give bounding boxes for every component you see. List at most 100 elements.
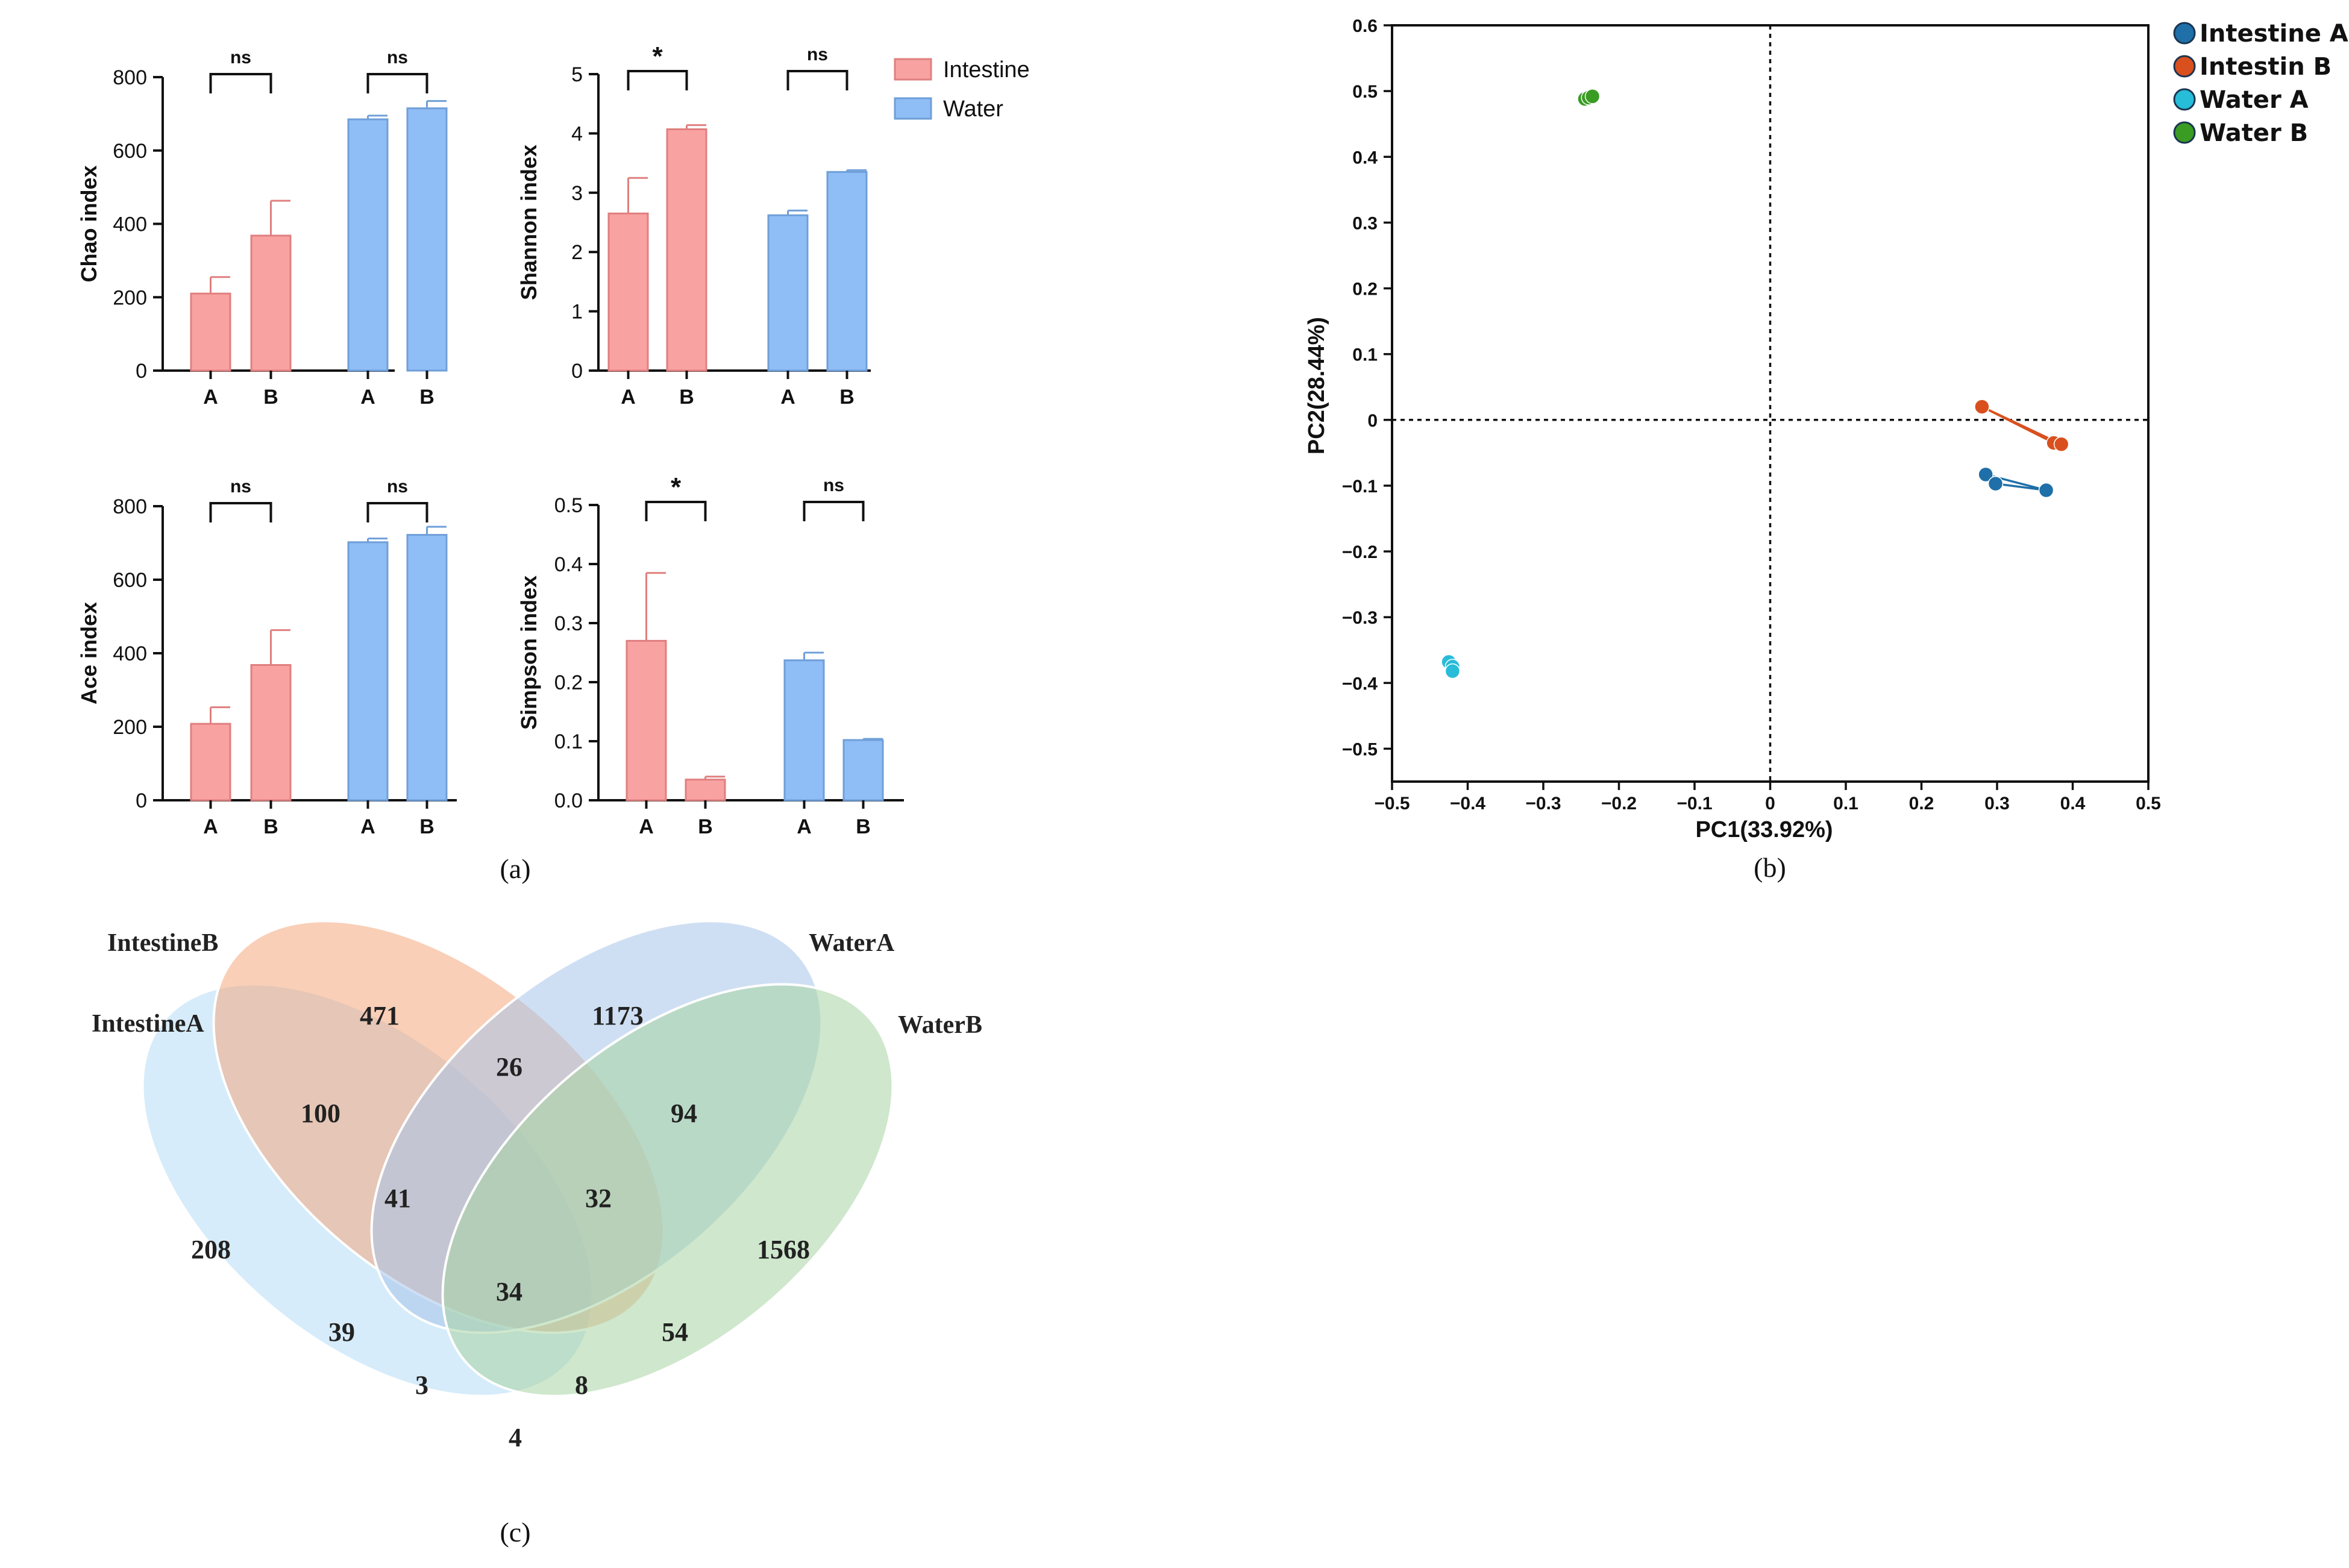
x-tick-label: B	[839, 386, 855, 409]
scatter-point	[1444, 663, 1461, 679]
y-tick-label: 0.4	[1352, 148, 1378, 168]
legend-swatch-water	[894, 97, 932, 120]
y-tick-label: −0.5	[1342, 739, 1378, 759]
x-tick-label: 0	[1765, 794, 1775, 814]
venn-region-count: 26	[496, 1052, 522, 1082]
x-tick-label: 0.1	[1833, 794, 1858, 814]
scatter-point	[1584, 89, 1601, 104]
significance-label: ns	[230, 477, 251, 497]
bar-intestine-b	[666, 128, 707, 372]
x-tick-label: B	[419, 386, 434, 409]
y-tick-label: 0.1	[554, 730, 583, 753]
venn-region-count: 41	[384, 1184, 411, 1213]
scatter-point	[1978, 466, 1993, 483]
legend-marker-0	[2173, 22, 2196, 45]
y-tick-label: 0.5	[1352, 82, 1378, 102]
x-tick-label: 0.4	[2060, 794, 2086, 814]
legend-a: Intestine Water	[894, 57, 1030, 122]
x-tick-label: B	[263, 815, 278, 838]
significance-label: ns	[387, 477, 408, 497]
y-tick-label: 600	[113, 140, 147, 163]
y-tick-label: 0.1	[1352, 345, 1378, 365]
panel-label-c: (c)	[500, 1517, 530, 1548]
x-tick-label: −0.3	[1525, 794, 1561, 814]
y-tick-label: 0	[571, 360, 583, 383]
y-tick-label: 600	[113, 569, 147, 592]
y-axis-label: Chao index	[77, 165, 101, 282]
significance-label: ns	[823, 475, 844, 495]
y-tick-label: −0.4	[1342, 674, 1378, 694]
panel-b-pcoa-plot: −0.5 −0.4 −0.3 −0.2 −0.1 0 0.1 0.2 0.3 0.4 0.5 −0.5…	[1304, 16, 2161, 842]
venn-set-label: IntestineB	[107, 929, 218, 957]
y-tick-label: 0	[1367, 411, 1378, 431]
x-tick-label: −0.1	[1676, 794, 1712, 814]
significance-bracket	[803, 501, 865, 521]
y-tick-label: 4	[571, 122, 583, 145]
significance-label: *	[652, 42, 663, 71]
legend-marker-3	[2173, 121, 2196, 144]
venn-region-count: 471	[360, 1001, 400, 1030]
y-axis-label: Ace index	[77, 602, 101, 704]
y-tick-label: 3	[571, 182, 583, 205]
x-tick-label: B	[419, 815, 434, 838]
venn-region-count: 1173	[592, 1001, 644, 1030]
x-tick-label: A	[797, 815, 812, 838]
venn-region-count: 34	[496, 1277, 522, 1306]
venn-region-count: 3	[415, 1370, 428, 1400]
venn-set-label: WaterA	[809, 929, 895, 957]
significance-bracket	[209, 73, 272, 93]
x-tick-label: A	[780, 386, 795, 409]
y-tick-label: 0	[136, 360, 147, 383]
panel-c-venn-diagram: IntestineA IntestineB WaterA WaterB 471 1173 2…	[92, 920, 982, 1452]
y-tick-label: 400	[113, 642, 147, 665]
panel-label-a: (a)	[500, 853, 530, 884]
legend-marker-1	[2173, 55, 2196, 78]
bar-water-b	[406, 534, 448, 801]
x-tick-label: −0.2	[1601, 794, 1637, 814]
bar-intestine-b	[685, 779, 726, 801]
venn-region-count: 39	[328, 1317, 355, 1347]
significance-label: ns	[230, 48, 251, 67]
y-tick-label: 0.3	[554, 612, 583, 635]
bar-water-b	[826, 171, 868, 372]
y-tick-label: 0.2	[1352, 280, 1378, 299]
bar-chart-shannon: 0 1 2 3 4 5 Shannon index A B * A Bns	[516, 42, 871, 409]
y-tick-label: 200	[113, 716, 147, 739]
legend-marker-2	[2173, 88, 2196, 111]
venn-region-count: 32	[585, 1184, 612, 1213]
scatter-point	[1974, 399, 1990, 415]
bar-water-b	[842, 739, 884, 801]
bar-chart-simpson: 0.0 0.1 0.2 0.3 0.4 0.5 Simpson index A B * A Bns	[516, 472, 904, 838]
venn-region-count: 94	[671, 1099, 697, 1128]
y-tick-label: 800	[113, 495, 147, 518]
pcoa-legend: Intestine A Intestin B Water A Water B	[2173, 20, 2348, 147]
y-tick-label: −0.2	[1342, 542, 1378, 562]
legend-label: Intestin B	[2200, 53, 2332, 81]
x-tick-label: 0.5	[2136, 794, 2161, 814]
y-tick-label: −0.1	[1342, 477, 1378, 497]
panel-label-b: (b)	[1754, 852, 1786, 883]
x-tick-label: A	[360, 815, 375, 838]
y-tick-label: 5	[571, 63, 583, 86]
legend-label: Intestine A	[2200, 20, 2348, 48]
x-tick-label: 0.2	[1909, 794, 1934, 814]
venn-set-waterb	[441, 983, 894, 1397]
legend-label-intestine: Intestine	[943, 57, 1030, 83]
bar-chart-chao: 0 200 400 600 800 Chao index A Bns A Bns	[77, 48, 448, 409]
y-tick-label: 0	[136, 789, 147, 812]
x-tick-label: B	[679, 386, 694, 409]
venn-set-label: IntestineA	[92, 1010, 204, 1038]
venn-region-count: 8	[575, 1370, 588, 1400]
x-tick-label: −0.4	[1450, 794, 1486, 814]
significance-bracket	[645, 501, 707, 521]
venn-region-count: 208	[191, 1235, 231, 1264]
x-tick-label: −0.5	[1374, 794, 1410, 814]
bar-water-a	[347, 118, 389, 372]
y-tick-label: 800	[113, 66, 147, 89]
x-tick-label: A	[203, 386, 218, 409]
bar-intestine-a	[190, 723, 231, 801]
bar-water-a	[783, 659, 825, 801]
y-tick-label: 400	[113, 213, 147, 236]
y-tick-label: 1	[571, 301, 583, 324]
